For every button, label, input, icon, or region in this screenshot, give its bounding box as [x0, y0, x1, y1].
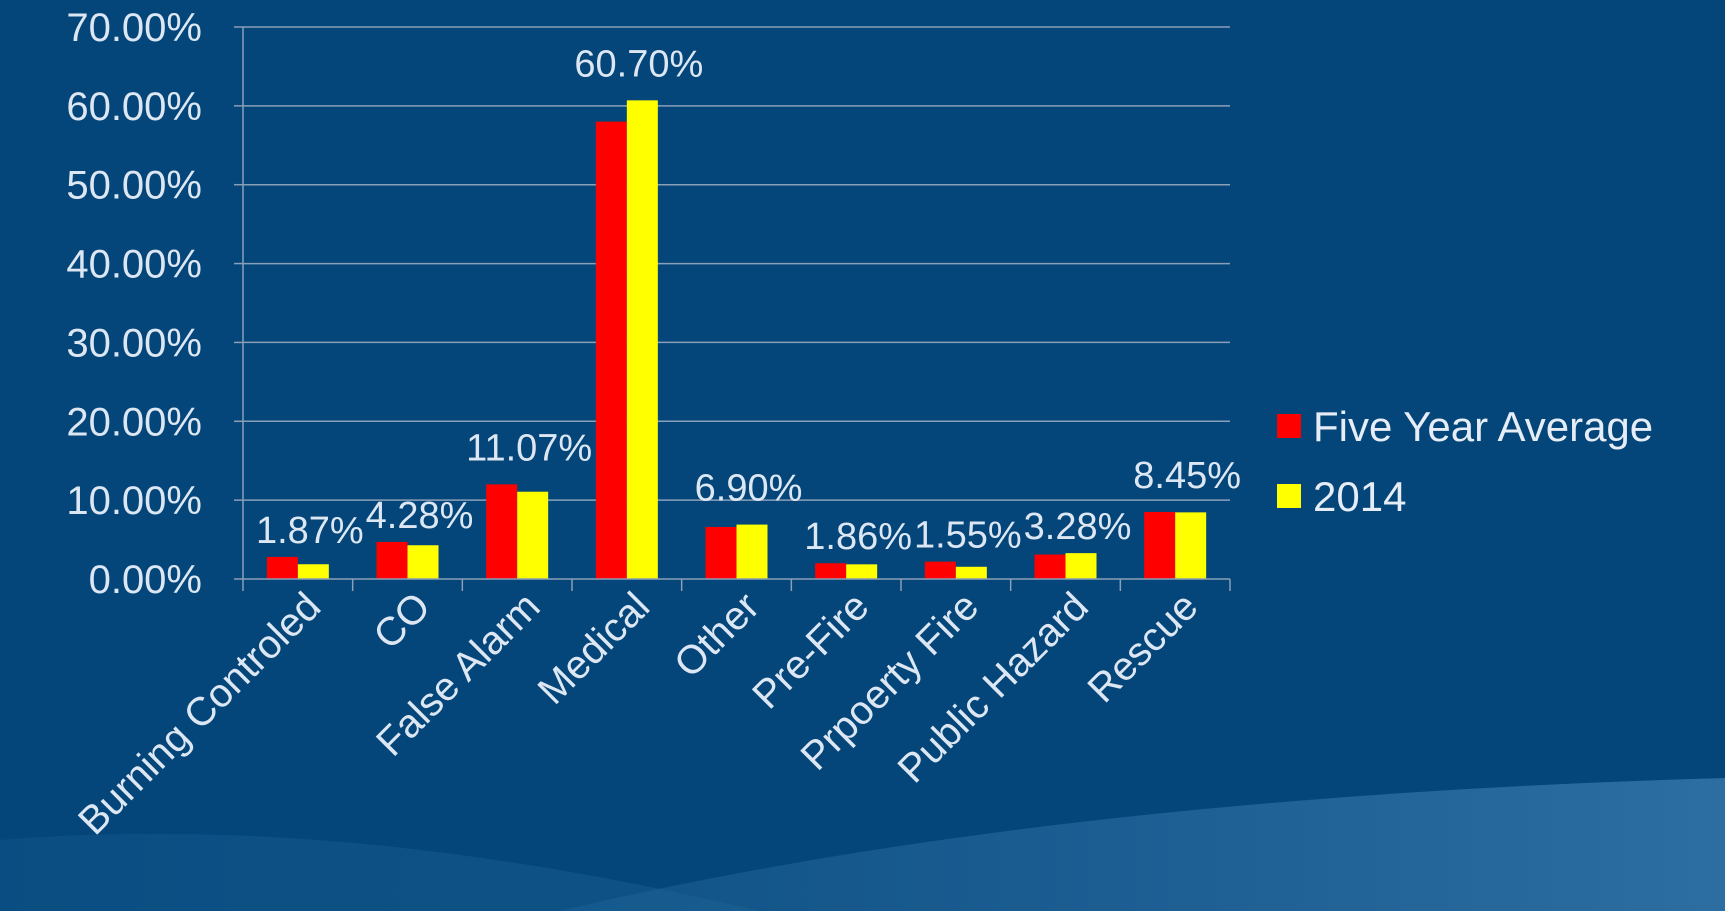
bar-year-2014: [297, 564, 329, 579]
legend-swatch: [1277, 414, 1301, 438]
bar-five-year-average: [595, 121, 627, 579]
bar-five-year-average: [705, 526, 737, 579]
gridlines: [243, 26, 1230, 501]
bar-year-2014: [1065, 553, 1097, 579]
data-label: 3.28%: [1024, 506, 1132, 548]
y-tick-label: 30.00%: [66, 321, 202, 365]
data-label: 1.55%: [914, 515, 1022, 557]
bar-five-year-average: [1144, 511, 1176, 579]
y-tick-label: 40.00%: [66, 243, 202, 287]
bar-year-2014: [1175, 512, 1207, 579]
bar-year-2014: [407, 545, 439, 579]
y-tick-label: 10.00%: [66, 479, 202, 523]
bars: [266, 100, 1207, 579]
bar-year-2014: [626, 100, 658, 579]
bar-five-year-average: [486, 484, 518, 579]
bar-year-2014: [517, 491, 549, 579]
data-label: 1.87%: [256, 510, 364, 552]
y-tick-label: 20.00%: [66, 400, 202, 444]
legend-swatch: [1277, 484, 1301, 508]
wave-shape-left: [0, 833, 760, 911]
data-labels: 1.87% 4.28% 11.07% 60.70% 6.90%1.86% 1.55% 3.2…: [256, 43, 1241, 558]
bar-year-2014: [846, 564, 878, 579]
category-label: CO: [365, 584, 439, 658]
data-label: 6.90%: [695, 468, 803, 510]
y-tick-label: 70.00%: [66, 6, 202, 50]
data-label: 11.07%: [466, 427, 592, 469]
bar-five-year-average: [1034, 554, 1066, 579]
y-tick-label: 0.00%: [89, 558, 202, 602]
bar-five-year-average: [924, 561, 956, 579]
data-label: 4.28%: [366, 495, 474, 537]
axes: 0.00% 10.00% 20.00% 30.00% 40.00% 50.00% 60.00…: [66, 6, 1231, 602]
category-label: Public Hazard: [890, 584, 1097, 791]
legend-label: 2014: [1313, 473, 1406, 520]
data-label: 60.70%: [574, 43, 703, 85]
data-label: 8.45%: [1133, 455, 1241, 497]
bar-year-2014: [736, 524, 768, 579]
data-label: 1.86%: [804, 516, 912, 558]
category-label: Burning Controled: [70, 584, 329, 843]
background-waves: [0, 778, 1725, 911]
bar-five-year-average: [376, 541, 408, 579]
wave-shape-right: [560, 778, 1725, 911]
category-label: Rescue: [1080, 584, 1207, 711]
y-tick-label: 50.00%: [66, 164, 202, 208]
bar-year-2014: [955, 566, 987, 579]
bar-five-year-average: [815, 563, 847, 579]
legend: Five Year Average 2014: [1277, 403, 1653, 520]
legend-label: Five Year Average: [1313, 403, 1653, 450]
y-tick-label: 60.00%: [66, 85, 202, 129]
category-label: Medical: [530, 584, 659, 713]
bar-five-year-average: [266, 556, 298, 579]
category-label: Other: [666, 584, 768, 686]
